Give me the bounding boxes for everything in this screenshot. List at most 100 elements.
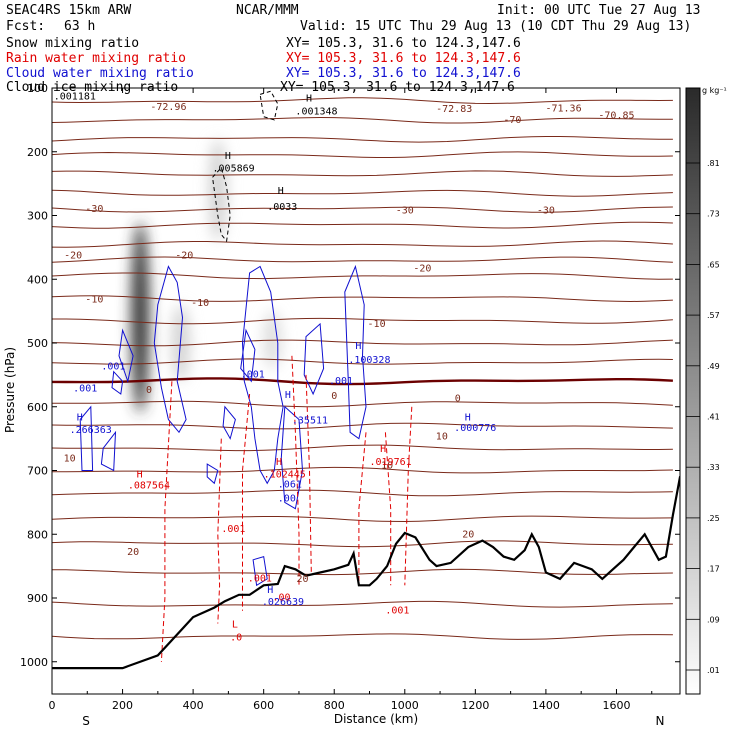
isotherm-label-3: -71.36 [545, 103, 581, 114]
isotherm-label-1: -72.83 [436, 104, 472, 115]
y-tick-label-5: 600 [27, 401, 48, 414]
rain-contour-6 [384, 432, 392, 586]
isotherm-5 [52, 189, 673, 197]
cloud-ice-contours [212, 90, 279, 243]
point-label-26: .019761 [370, 457, 412, 468]
ice-shade-2 [208, 139, 227, 241]
colorbar-label-0: .01 [707, 666, 720, 675]
forecast-hour: 63 h [64, 19, 96, 34]
isotherm-label-18: 10 [381, 460, 393, 471]
x-tick-label-4: 800 [324, 699, 345, 712]
valid-time: Valid: 15 UTC Thu 29 Aug 13 (10 CDT Thu … [300, 19, 692, 34]
axes: 0 200 400 600 800 1000 1200 1400 160010020030040… [20, 82, 680, 712]
rain-contour-3 [291, 355, 300, 586]
isotherm-label-6: -30 [396, 205, 414, 216]
isotherm-label-2: -70 [503, 115, 521, 126]
isotherm-6 [52, 206, 673, 213]
x-axis-south-label: S [82, 714, 90, 728]
y-tick-label-6: 700 [27, 465, 48, 478]
point-label-32: .001 [385, 605, 409, 616]
ice-contour-0 [212, 166, 231, 243]
point-label-11: .001 [241, 370, 265, 381]
colorbar-ticks: .01 .09 .17 .25 .33 .41 .49 .57 .65 .73 .81 [686, 159, 720, 675]
isotherm-15 [52, 377, 673, 386]
rain-contour-0 [160, 381, 173, 662]
terrain-line [52, 475, 680, 670]
isotherm-label-12: -10 [191, 298, 209, 309]
point-label-24: .102445 [264, 470, 306, 481]
isotherm-25 [52, 633, 673, 640]
rain-contour-1 [242, 393, 251, 611]
ice-shade-0 [131, 221, 150, 414]
field-cloud-water-xy: XY= 105.3, 31.6 to 124.3,147.6 [286, 66, 521, 81]
point-label-9: H [77, 412, 83, 423]
point-label-20: .00 [278, 493, 296, 504]
field-snow-xy: XY= 105.3, 31.6 to 124.3,147.6 [286, 36, 521, 51]
cloud-water-contour-0 [153, 265, 187, 434]
cloud-water-contour-6 [206, 463, 219, 485]
point-label-33: L [232, 620, 238, 631]
isotherm-label-9: -20 [175, 251, 193, 262]
colorbar-label-2: .17 [707, 565, 720, 574]
point-label-3: H [225, 151, 231, 162]
cloud-water-contour-12 [100, 430, 117, 472]
cloud-water-contour-11 [79, 405, 94, 471]
colorbar-unit: g kg⁻¹ [702, 86, 727, 95]
colorbar-label-3: .25 [707, 514, 720, 523]
isotherm-label-15: 0 [331, 391, 337, 402]
isotherm-20 [52, 489, 673, 497]
x-axis-label: Distance (km) [334, 712, 418, 726]
cloud-water-contour-4 [241, 265, 284, 485]
colorbar-label-1: .09 [707, 615, 720, 624]
isotherm-9 [52, 256, 673, 263]
isotherm-2 [52, 136, 673, 143]
point-label-22: .026639 [262, 597, 304, 608]
point-label-28: .087564 [128, 481, 170, 492]
colorbar-label-6: .49 [707, 362, 720, 371]
point-label-2: .001348 [295, 106, 337, 117]
isotherm-18 [52, 444, 673, 452]
y-tick-label-4: 500 [27, 337, 48, 350]
isotherm-label-21: 20 [296, 574, 308, 585]
model-name: SEAC4RS 15km ARW [6, 3, 132, 18]
isotherm-16 [52, 400, 673, 408]
rain-contour-2 [217, 438, 222, 624]
rain-contour-7 [404, 406, 413, 586]
y-tick-label-0: 100 [27, 82, 48, 95]
point-label-13: .100328 [348, 355, 390, 366]
point-label-12: H [355, 341, 361, 352]
field-rain-xy: XY= 105.3, 31.6 to 124.3,147.6 [286, 51, 521, 66]
isotherm-1 [52, 116, 673, 124]
colorbar-label-5: .41 [707, 413, 720, 422]
colorbar-label-4: .33 [707, 463, 720, 472]
x-tick-label-2: 400 [183, 699, 204, 712]
rain-contour-5 [358, 432, 367, 586]
cloud-water-contour-2 [111, 370, 124, 395]
isotherm-label-14: 0 [146, 385, 152, 396]
colorbar-label-8: .65 [707, 260, 720, 269]
isotherm-14 [52, 358, 673, 365]
isotherm-label-19: 10 [64, 453, 76, 464]
cloud-water-contour-5 [222, 405, 236, 440]
isotherm-label-22: 20 [462, 529, 474, 540]
rain-contour-4 [305, 374, 312, 573]
isotherm-label-7: -30 [537, 205, 555, 216]
cloud-water-contour-3 [240, 328, 256, 383]
isotherm-label-0: -72.96 [150, 102, 186, 113]
terrain-profile [52, 475, 680, 670]
point-label-27: H [137, 470, 143, 481]
cloud-water-contour-7 [280, 405, 304, 510]
point-label-5: H [278, 186, 284, 197]
forecast-label: Fcst: [6, 19, 46, 34]
isotherm-label-20: 20 [127, 547, 139, 558]
colorbar-label-10: .81 [707, 159, 720, 168]
point-label-1: H [306, 94, 312, 105]
isotherm-label-8: -20 [64, 251, 82, 262]
isotherm-8 [52, 240, 673, 248]
point-label-21: H [267, 585, 273, 596]
point-label-18: .000776 [454, 423, 496, 434]
y-tick-label-7: 800 [27, 528, 48, 541]
temperature-contours [52, 97, 673, 640]
point-label-16: .35511 [292, 416, 328, 427]
isotherm-label-17: 10 [436, 432, 448, 443]
